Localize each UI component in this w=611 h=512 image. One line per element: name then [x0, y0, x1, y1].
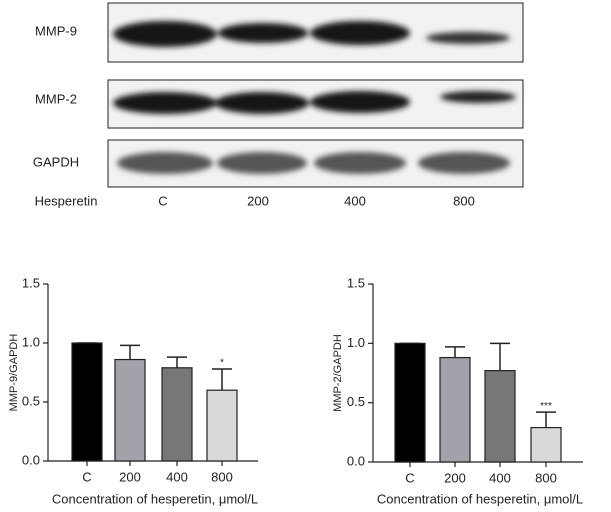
- x-axis-label: Concentration of hesperetin, μmol/L: [52, 491, 258, 506]
- y-tick-label: 0.5: [22, 393, 40, 408]
- y-tick-label: 0.5: [347, 394, 365, 409]
- bar: [394, 342, 426, 463]
- y-tick-label: 1.0: [22, 334, 40, 349]
- y-axis-label: MMP-9/GAPDH: [8, 334, 20, 412]
- bar: [114, 358, 146, 462]
- y-axis-label: MMP-2/GAPDH: [332, 334, 344, 412]
- bar: [206, 389, 238, 462]
- y-tick-label: 1.0: [347, 335, 365, 350]
- x-tick-label: 400: [166, 469, 188, 484]
- row-label: MMP-2: [35, 91, 77, 106]
- y-tick-label: 1.5: [347, 275, 365, 290]
- treatment-label: Hesperetin: [35, 193, 98, 208]
- lane-label: 400: [344, 193, 366, 208]
- lane-label: 200: [247, 193, 269, 208]
- bands: [113, 91, 516, 114]
- blot: MMP-9 MMP-2 GAPDH Hesperetin C 200 400 8…: [33, 2, 524, 208]
- bar: [484, 370, 516, 463]
- row-label: GAPDH: [33, 154, 79, 169]
- bands: [117, 152, 510, 174]
- x-axis-label: Concentration of hesperetin, μmol/L: [377, 491, 583, 506]
- bar: [161, 367, 193, 462]
- x-tick-label: C: [82, 469, 91, 484]
- x-tick-label: 200: [119, 469, 141, 484]
- lane-label: 800: [453, 193, 475, 208]
- y-tick-label: 1.5: [22, 275, 40, 290]
- x-tick-label: 400: [489, 470, 511, 485]
- y-tick-label: 0.0: [347, 453, 365, 468]
- bar: [439, 356, 471, 463]
- x-tick-label: 800: [535, 470, 557, 485]
- x-tick-label: 800: [211, 469, 233, 484]
- significance: *: [220, 358, 224, 369]
- significance: ***: [540, 401, 552, 412]
- bar: [530, 426, 562, 463]
- x-tick-label: 200: [444, 470, 466, 485]
- bar: [71, 342, 103, 462]
- y-tick-label: 0.0: [22, 452, 40, 467]
- x-tick-label: C: [405, 470, 414, 485]
- row-label: MMP-9: [35, 23, 77, 38]
- lane-label: C: [158, 193, 167, 208]
- bands: [113, 21, 510, 47]
